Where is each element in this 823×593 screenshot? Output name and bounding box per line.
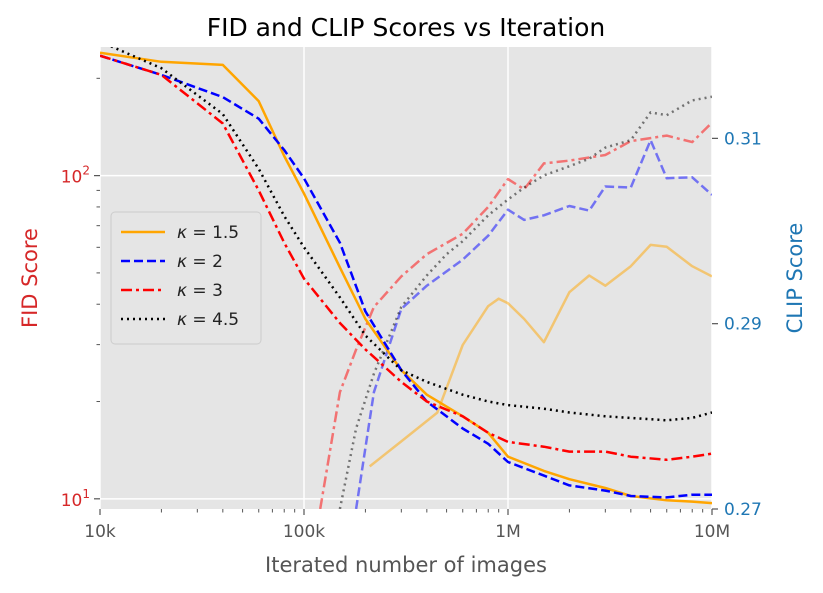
clip-series-lines xyxy=(318,95,712,509)
y-left-tick-label-0: 101 xyxy=(61,487,90,511)
legend-box xyxy=(110,211,262,345)
legend-label-0: κ = 1.5 xyxy=(177,223,239,243)
fid-line-0 xyxy=(100,51,712,505)
x-tick-label-3: 10M xyxy=(694,522,730,542)
clip-line-3 xyxy=(338,95,712,509)
fid-line-2 xyxy=(100,54,712,462)
fid-line-3 xyxy=(109,47,712,422)
fid-series-lines xyxy=(100,47,712,505)
y-axis-label-right: CLIP Score xyxy=(783,223,807,334)
fid-line-1 xyxy=(100,54,712,499)
x-tick-label-1: 100k xyxy=(283,522,325,542)
x-tick-label-2: 1M xyxy=(495,522,520,542)
legend: κ = 1.5 κ = 2 κ = 3 κ = 4.5 xyxy=(110,211,262,345)
legend-label-1: κ = 2 xyxy=(177,252,223,272)
legend-label-3: κ = 4.5 xyxy=(177,310,239,330)
clip-line-0 xyxy=(368,243,712,468)
axes: 10k 100k 1M 10M 101 102 0.27 0.29 0.31 xyxy=(61,77,762,542)
y-axis-label-left: FID Score xyxy=(18,228,42,328)
y-right-tick-label-0: 0.27 xyxy=(724,500,762,520)
y-right-tick-label-1: 0.29 xyxy=(724,315,762,335)
clip-line-2 xyxy=(318,121,712,509)
chart-title: FID and CLIP Scores vs Iteration xyxy=(207,13,606,42)
y-right-tick-label-2: 0.31 xyxy=(724,129,762,149)
x-axis-label: Iterated number of images xyxy=(265,553,547,577)
legend-label-2: κ = 3 xyxy=(177,281,223,301)
clip-line-1 xyxy=(354,138,712,509)
x-tick-label-0: 10k xyxy=(84,522,116,542)
y-left-tick-label-1: 102 xyxy=(61,164,90,188)
